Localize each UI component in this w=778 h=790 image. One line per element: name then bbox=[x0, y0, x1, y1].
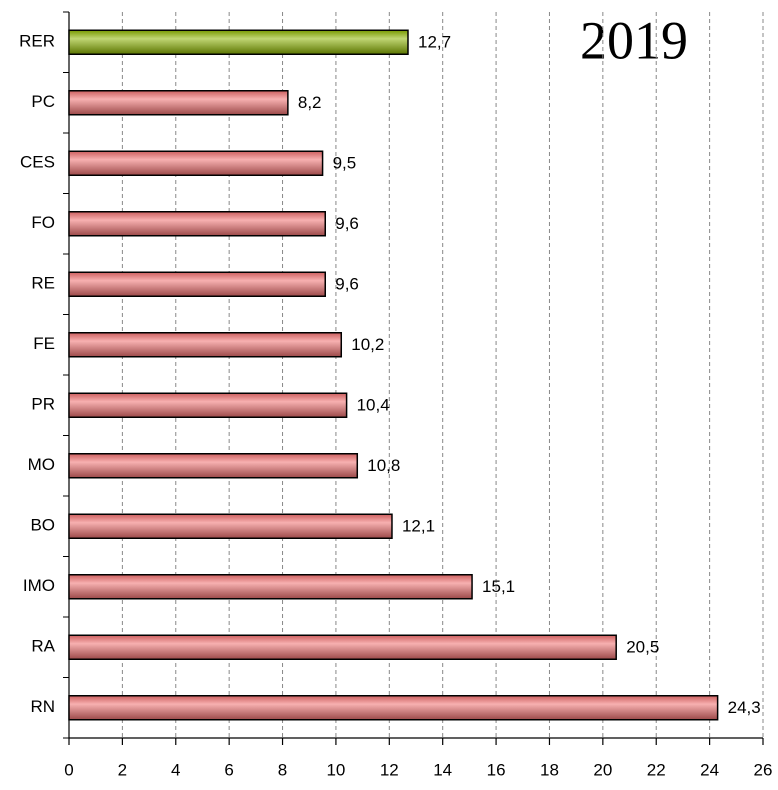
x-tick-label: 8 bbox=[278, 760, 287, 779]
bar bbox=[68, 271, 326, 297]
y-tick-label: FO bbox=[31, 213, 55, 232]
y-tick-label: BO bbox=[30, 516, 55, 535]
data-label: 10,2 bbox=[351, 335, 384, 354]
bar bbox=[68, 90, 289, 116]
bar bbox=[68, 634, 617, 660]
x-tick-label: 16 bbox=[487, 760, 506, 779]
y-tick-label: RE bbox=[31, 274, 55, 293]
x-tick-label: 6 bbox=[224, 760, 233, 779]
bar bbox=[68, 332, 343, 358]
x-tick-label: 18 bbox=[540, 760, 559, 779]
bar bbox=[68, 150, 324, 176]
data-label: 12,1 bbox=[402, 517, 435, 536]
y-tick-label: RA bbox=[31, 637, 55, 656]
bar bbox=[68, 574, 473, 600]
bar bbox=[68, 392, 348, 418]
data-label: 9,5 bbox=[333, 154, 357, 173]
bar bbox=[68, 211, 326, 237]
x-tick-label: 0 bbox=[64, 760, 73, 779]
bar bbox=[68, 453, 359, 479]
data-label: 10,4 bbox=[357, 396, 390, 415]
y-tick-label: PC bbox=[31, 92, 55, 111]
bar bbox=[68, 29, 409, 55]
y-tick-label: PR bbox=[31, 395, 55, 414]
x-tick-label: 20 bbox=[593, 760, 612, 779]
x-tick-label: 12 bbox=[380, 760, 399, 779]
data-label: 20,5 bbox=[626, 638, 659, 657]
y-tick-label: RN bbox=[30, 697, 55, 716]
bar bbox=[68, 695, 719, 721]
x-tick-label: 24 bbox=[700, 760, 719, 779]
y-tick-label: CES bbox=[20, 153, 55, 172]
y-tick-label: RER bbox=[19, 32, 55, 51]
x-tick-label: 22 bbox=[647, 760, 666, 779]
x-tick-label: 14 bbox=[433, 760, 452, 779]
y-tick-label: MO bbox=[28, 455, 55, 474]
x-tick-label: 4 bbox=[171, 760, 180, 779]
y-tick-label: FE bbox=[33, 334, 55, 353]
x-tick-label: 26 bbox=[754, 760, 773, 779]
x-tick-label: 2 bbox=[118, 760, 127, 779]
data-label: 10,8 bbox=[367, 456, 400, 475]
bar bbox=[68, 513, 393, 539]
chart-title: 2019 bbox=[580, 10, 688, 70]
y-tick-label: IMO bbox=[23, 576, 55, 595]
data-label: 24,3 bbox=[728, 698, 761, 717]
data-label: 15,1 bbox=[482, 577, 515, 596]
data-label: 12,7 bbox=[418, 33, 451, 52]
data-label: 9,6 bbox=[335, 214, 359, 233]
data-label: 8,2 bbox=[298, 93, 322, 112]
data-label: 9,6 bbox=[335, 275, 359, 294]
x-tick-label: 10 bbox=[326, 760, 345, 779]
